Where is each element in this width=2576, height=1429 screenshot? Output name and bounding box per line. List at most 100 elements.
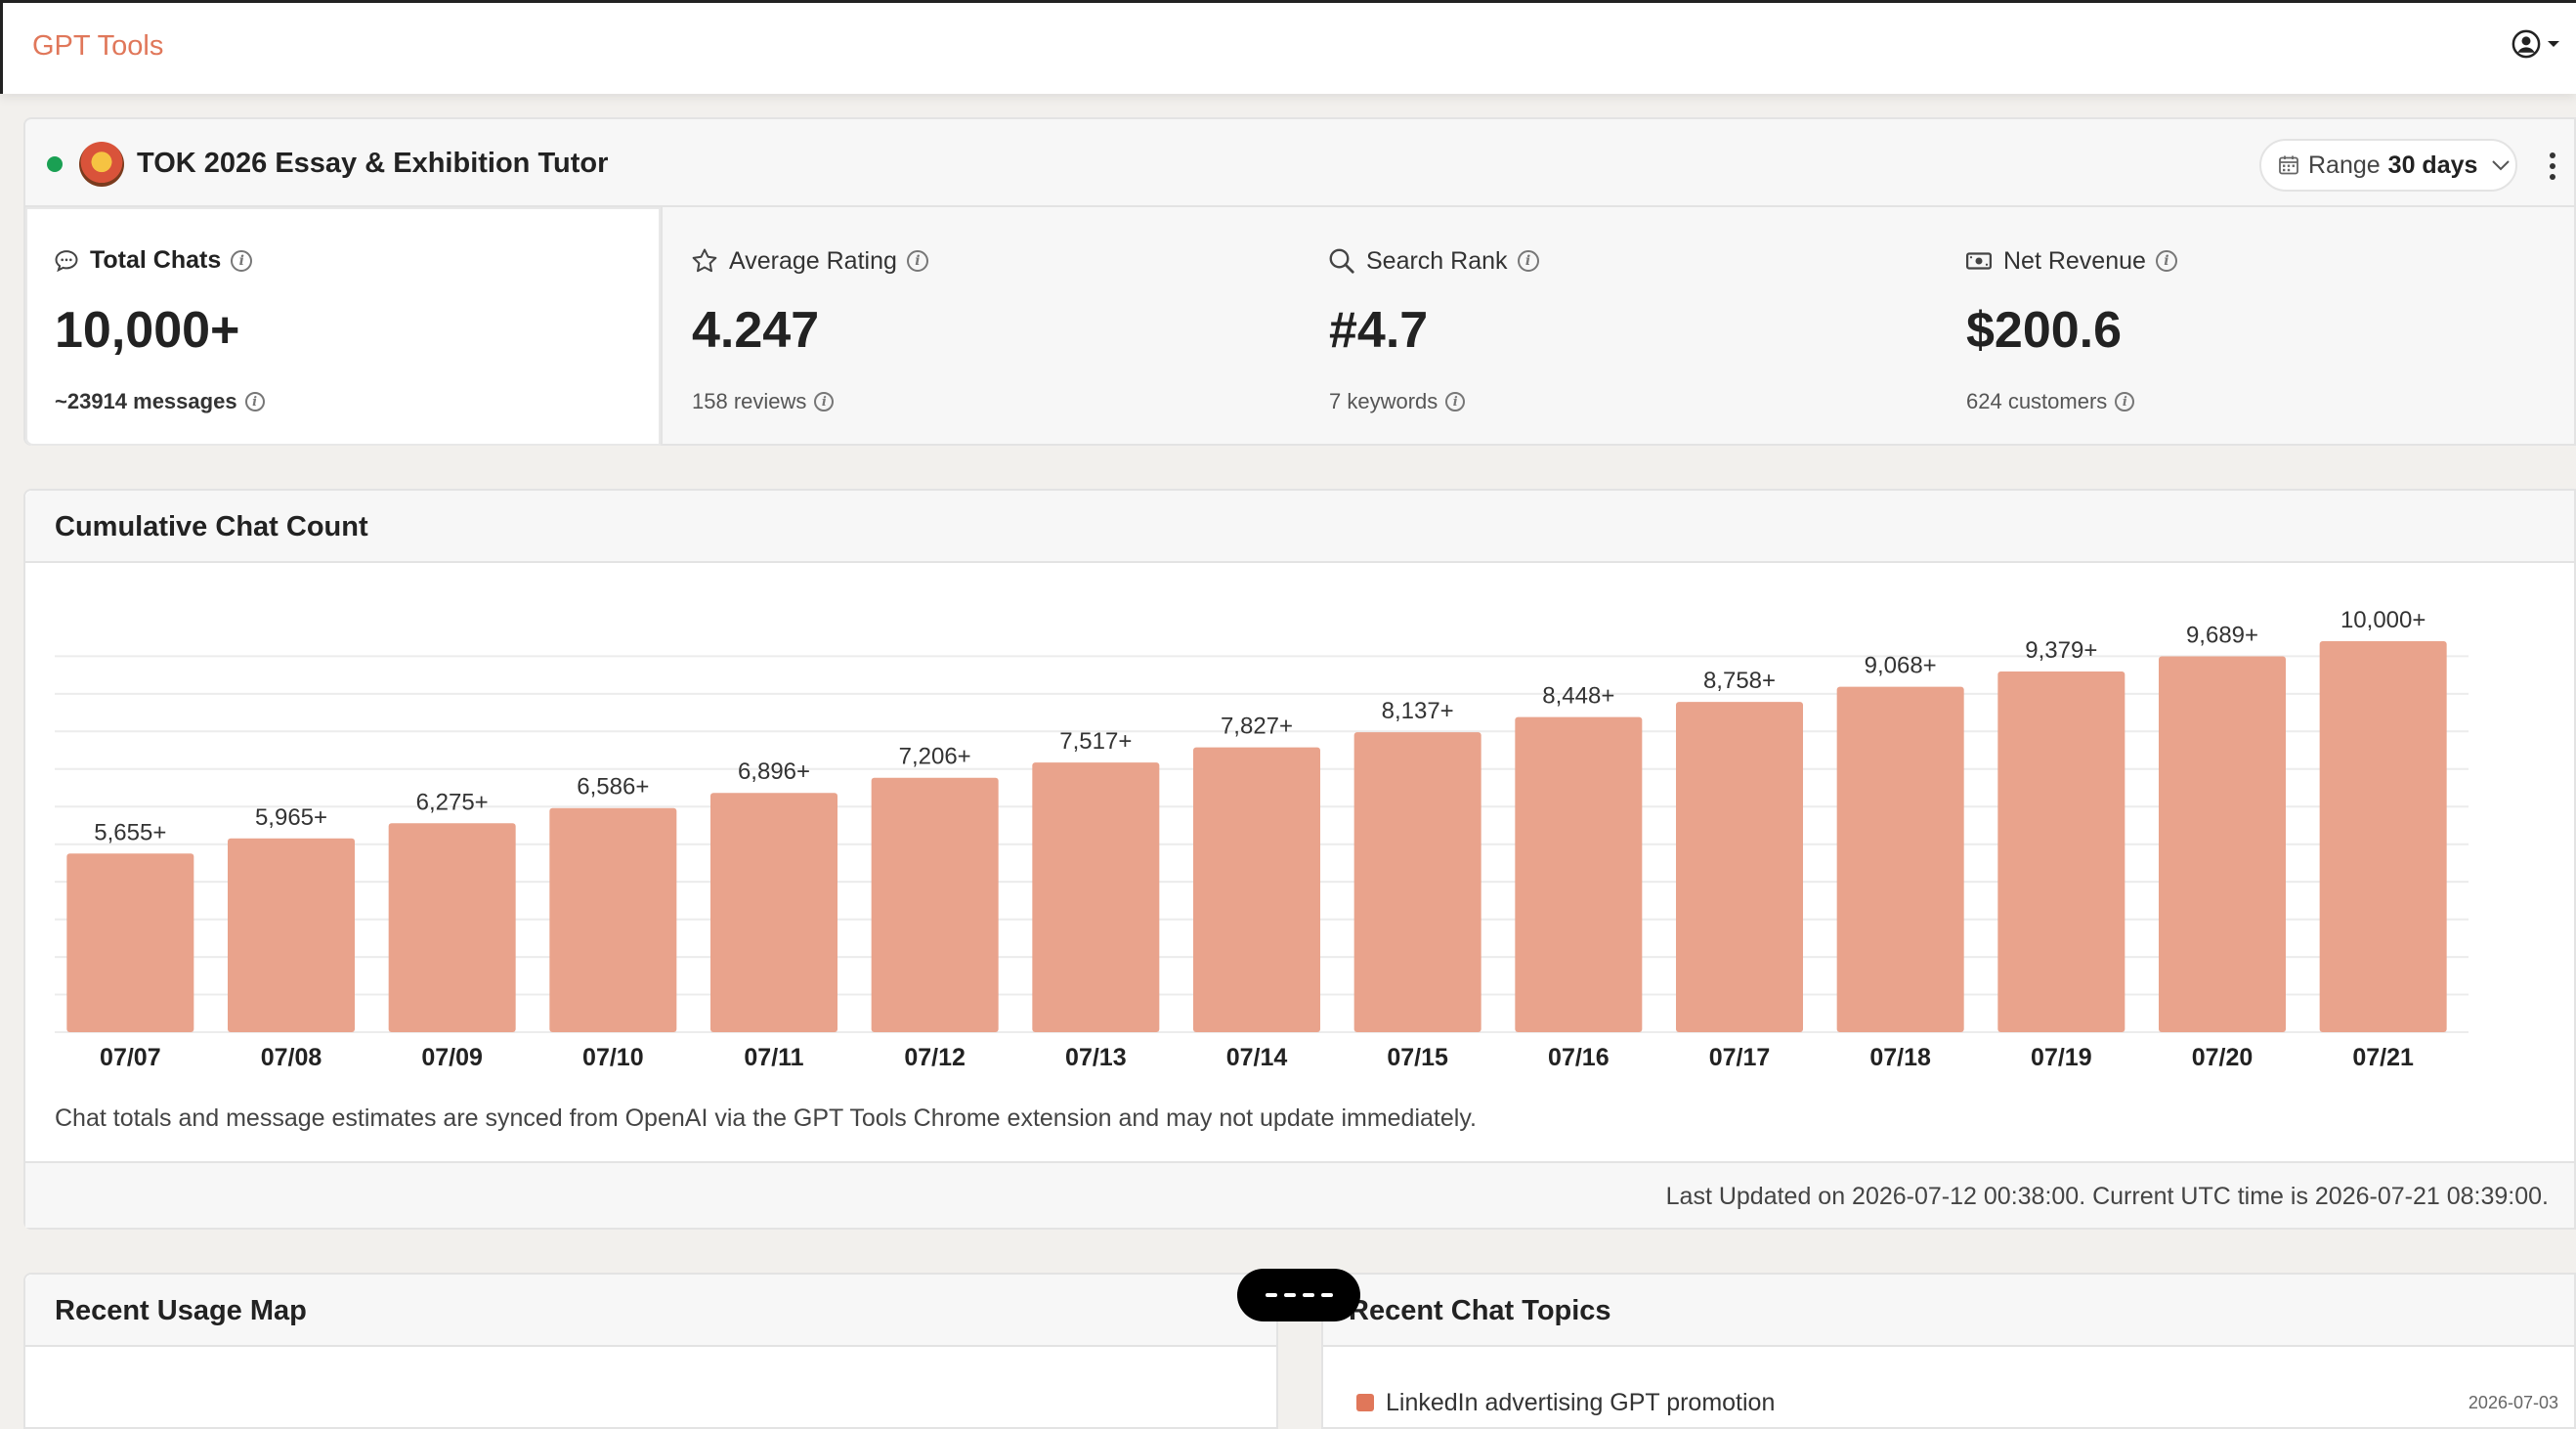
stat-label: Total Chats — [90, 246, 222, 274]
stat-search-rank[interactable]: Search Rank i #4.7 7 keywords i — [1300, 207, 1937, 446]
chart-bar[interactable] — [388, 823, 516, 1032]
chart-bar[interactable] — [549, 807, 677, 1032]
user-circle-icon — [2512, 29, 2541, 59]
card-title: Recent Usage Map — [55, 1295, 307, 1326]
x-tick-label: 07/09 — [421, 1044, 483, 1071]
card-footer: Last Updated on 2026-07-12 00:38:00. Cur… — [25, 1161, 2574, 1228]
info-icon[interactable]: i — [1445, 392, 1466, 411]
status-dot — [47, 156, 63, 172]
recent-usage-map-card: Recent Usage Map — [23, 1273, 1278, 1429]
card-title: Recent Chat Topics — [1349, 1295, 1611, 1326]
gpt-avatar — [79, 142, 124, 187]
x-tick-label: 07/10 — [582, 1044, 644, 1071]
user-menu[interactable] — [2512, 29, 2560, 59]
stat-sub: ~23914 messages i — [55, 389, 265, 414]
bar-value-label: 8,137+ — [1382, 698, 1454, 724]
chart-bar[interactable] — [1353, 732, 1481, 1032]
stat-sub-text: ~23914 messages — [55, 389, 237, 413]
caret-down-icon — [2548, 41, 2559, 47]
range-label: Range — [2308, 151, 2381, 179]
bar-value-label: 5,655+ — [94, 819, 166, 845]
brand-link[interactable]: GPT Tools — [32, 30, 164, 62]
info-icon[interactable]: i — [231, 249, 253, 272]
topic-text: LinkedIn advertising GPT promotion — [1386, 1388, 1776, 1416]
bar-value-label: 10,000+ — [2340, 607, 2426, 633]
stat-total-chats[interactable]: Total Chats i 10,000+ ~23914 messages i — [25, 207, 663, 446]
chart-bar[interactable] — [2159, 656, 2286, 1032]
stat-label-row: Total Chats i — [53, 246, 253, 275]
bar-value-label: 9,689+ — [2186, 623, 2258, 649]
gpt-name: TOK 2026 Essay & Exhibition Tutor — [137, 148, 609, 179]
card-header: Recent Chat Topics — [1323, 1275, 2574, 1347]
cumulative-chat-chart: 5,655+ 07/07 5,965+ 07/08 6,275+ 07/09 6,586+ 0… — [55, 607, 2469, 1071]
bar-value-label: 6,586+ — [577, 774, 649, 801]
card-title: Cumulative Chat Count — [55, 511, 368, 542]
topic-item[interactable]: LinkedIn advertising GPT promotion 2026-… — [1356, 1388, 2558, 1417]
x-tick-label: 07/14 — [1226, 1044, 1288, 1071]
x-tick-label: 07/07 — [100, 1044, 161, 1071]
chart-bar[interactable] — [1193, 747, 1320, 1032]
stat-value: 10,000+ — [55, 302, 240, 359]
stat-sub: 158 reviews i — [692, 389, 835, 414]
stat-label: Average Rating — [729, 246, 897, 275]
stat-label-row: Search Rank i — [1327, 246, 1539, 276]
bar-value-label: 6,275+ — [416, 789, 489, 815]
topic-swatch — [1356, 1394, 1374, 1411]
x-tick-label: 07/18 — [1869, 1044, 1931, 1071]
star-icon — [692, 248, 717, 273]
money-icon — [1966, 252, 1992, 270]
stat-label: Net Revenue — [2003, 246, 2146, 275]
stat-average-rating[interactable]: Average Rating i 4.247 158 reviews i — [663, 207, 1300, 446]
topic-date: 2026-07-03 — [2468, 1392, 2558, 1412]
x-tick-label: 07/13 — [1065, 1044, 1127, 1071]
bar-value-label: 8,448+ — [1542, 683, 1614, 710]
chart-bar[interactable] — [1997, 671, 2125, 1032]
gpt-summary-card: TOK 2026 Essay & Exhibition Tutor Range … — [23, 117, 2576, 446]
bar-value-label: 5,965+ — [255, 804, 327, 831]
stat-value: $200.6 — [1966, 302, 2123, 359]
search-icon — [1329, 248, 1354, 274]
info-icon[interactable]: i — [2115, 392, 2135, 411]
bar-value-label: 7,206+ — [899, 744, 971, 770]
chart-bar[interactable] — [1676, 702, 1803, 1032]
range-value: 30 days — [2387, 151, 2478, 179]
gpt-header: TOK 2026 Essay & Exhibition Tutor Range … — [25, 119, 2574, 207]
drag-handle[interactable] — [1237, 1269, 1360, 1321]
stat-net-revenue[interactable]: Net Revenue i $200.6 624 customers i — [1937, 207, 2574, 446]
top-navbar: GPT Tools — [0, 0, 2576, 94]
range-dropdown[interactable]: Range 30 days — [2259, 139, 2517, 192]
more-options-icon[interactable] — [2541, 149, 2564, 184]
stat-sub: 624 customers i — [1966, 389, 2135, 414]
info-icon[interactable]: i — [814, 392, 835, 411]
x-tick-label: 07/20 — [2192, 1044, 2254, 1071]
stat-value: #4.7 — [1329, 302, 1429, 359]
stat-label: Search Rank — [1366, 246, 1508, 275]
stat-label-row: Net Revenue i — [1964, 246, 2177, 276]
info-icon[interactable]: i — [1517, 250, 1539, 272]
chart-bar[interactable] — [1836, 686, 1964, 1032]
chevron-down-icon — [2492, 160, 2511, 171]
last-updated-text: Last Updated on 2026-07-12 00:38:00. Cur… — [1665, 1183, 2549, 1210]
x-tick-label: 07/11 — [744, 1044, 803, 1071]
stat-sub-text: 624 customers — [1966, 389, 2108, 413]
chart-bar[interactable] — [1032, 762, 1160, 1032]
chart-bar[interactable] — [1515, 716, 1643, 1032]
info-icon[interactable]: i — [906, 250, 928, 272]
chart-bar[interactable] — [871, 777, 999, 1032]
chart-bar[interactable] — [710, 793, 837, 1032]
bar-value-label: 7,517+ — [1059, 728, 1132, 755]
info-icon[interactable]: i — [2155, 250, 2177, 272]
chart-note: Chat totals and message estimates are sy… — [55, 1104, 1477, 1132]
chart-bar[interactable] — [66, 853, 194, 1032]
x-tick-label: 07/08 — [261, 1044, 322, 1071]
cumulative-chat-card: Cumulative Chat Count 5,655+ 07/07 5,965+ 0… — [23, 489, 2576, 1230]
stats-row: Total Chats i 10,000+ ~23914 messages i … — [25, 207, 2574, 446]
stat-label-row: Average Rating i — [690, 246, 928, 276]
card-header: Cumulative Chat Count — [25, 491, 2574, 563]
stat-sub: 7 keywords i — [1329, 389, 1466, 414]
info-icon[interactable]: i — [244, 392, 265, 411]
chart-bar[interactable] — [228, 838, 355, 1032]
bar-value-label: 7,827+ — [1221, 714, 1293, 740]
chart-bar[interactable] — [2319, 641, 2447, 1032]
x-tick-label: 07/12 — [904, 1044, 966, 1071]
